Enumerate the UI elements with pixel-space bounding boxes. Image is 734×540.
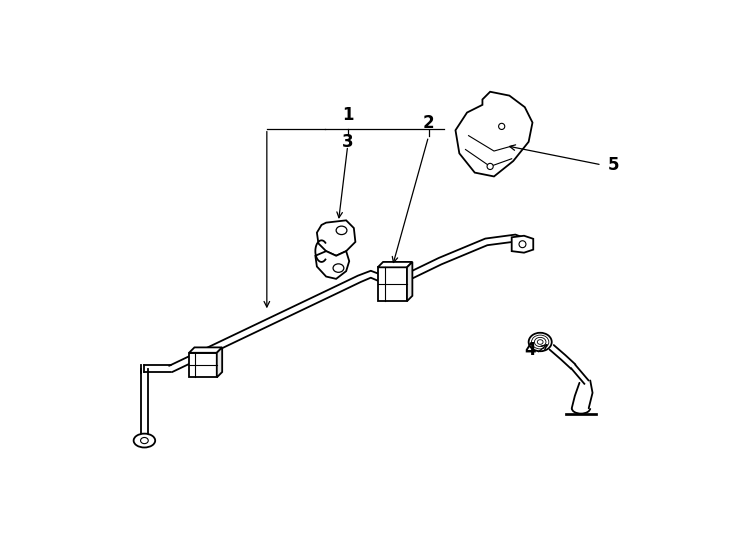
Ellipse shape: [498, 123, 505, 130]
Polygon shape: [189, 347, 222, 353]
Ellipse shape: [336, 226, 347, 234]
Ellipse shape: [333, 264, 344, 272]
Polygon shape: [189, 353, 217, 377]
Ellipse shape: [519, 241, 526, 248]
Polygon shape: [378, 262, 413, 267]
Text: 1: 1: [342, 106, 354, 124]
Polygon shape: [407, 262, 413, 301]
Polygon shape: [378, 267, 407, 301]
Text: 5: 5: [608, 156, 619, 174]
Ellipse shape: [528, 333, 552, 351]
Ellipse shape: [487, 164, 493, 170]
Polygon shape: [456, 92, 532, 177]
Polygon shape: [317, 220, 355, 256]
Polygon shape: [512, 236, 534, 253]
Polygon shape: [316, 251, 349, 279]
Text: 3: 3: [342, 133, 354, 151]
Text: 4: 4: [525, 341, 537, 359]
Text: 2: 2: [423, 113, 435, 132]
Polygon shape: [217, 347, 222, 377]
Ellipse shape: [140, 437, 148, 444]
Ellipse shape: [134, 434, 155, 448]
